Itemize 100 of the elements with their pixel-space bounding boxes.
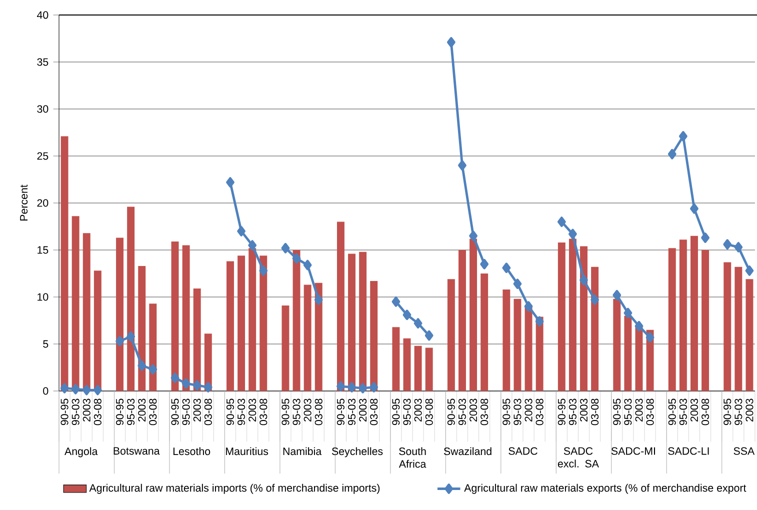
x-tick-label: 2003	[359, 398, 367, 422]
y-tick-label: 40	[36, 11, 48, 19]
x-tick-label: 2003	[248, 398, 256, 422]
text: Swaziland	[444, 447, 492, 456]
point	[314, 294, 323, 306]
y-tick-label: 0	[43, 387, 48, 395]
y-tick-label: 5	[43, 340, 48, 348]
x-tick-label: 90-95	[226, 398, 234, 426]
x-tick-label: 2003	[82, 398, 90, 422]
point	[634, 320, 644, 332]
bar	[458, 250, 466, 391]
x-tick-label: 2003	[635, 398, 643, 422]
text: Angola	[64, 447, 98, 458]
bar	[193, 288, 201, 391]
x-tick-label: 90-95	[613, 398, 621, 426]
bar	[60, 136, 68, 391]
bar	[336, 222, 344, 391]
point	[690, 203, 698, 214]
point	[93, 384, 102, 396]
bar	[624, 316, 632, 391]
text: SADC excl. SA	[558, 447, 599, 468]
y-tick-label: 10	[38, 293, 48, 301]
bar	[502, 289, 510, 391]
bar	[613, 298, 621, 391]
x-tick-label: 90-95	[668, 398, 676, 426]
bar	[127, 206, 135, 391]
x-tick-label: 90-95	[447, 398, 455, 426]
x-tick-label: 95-03	[568, 398, 576, 426]
point	[60, 382, 69, 394]
x-tick-label: 03-08	[646, 398, 654, 426]
x-tick-label: 03-08	[204, 398, 212, 426]
text: Lesotho	[173, 447, 210, 456]
bar	[679, 240, 687, 391]
x-tick-label: 95-03	[182, 398, 190, 426]
x-tick-label: 03-08	[149, 398, 157, 426]
bar	[580, 246, 588, 391]
bar	[370, 281, 378, 391]
y-tick-label: 35	[37, 58, 48, 66]
x-tick-label: 95-03	[403, 398, 411, 426]
x-tick-label: 95-03	[72, 398, 80, 426]
bar	[470, 238, 478, 391]
point	[126, 331, 136, 342]
point	[458, 160, 466, 171]
bar	[524, 306, 532, 391]
point	[624, 308, 632, 318]
point	[701, 232, 710, 243]
x-tick-label: 03-08	[370, 398, 378, 426]
text: SSA	[734, 447, 755, 455]
point	[734, 242, 743, 252]
point	[590, 294, 600, 306]
x-tick-label: 95-03	[734, 398, 742, 426]
point	[502, 262, 511, 274]
y-tick-label: 20	[37, 199, 48, 207]
x-tick-label: 90-95	[336, 398, 344, 426]
bar	[282, 305, 290, 391]
bar	[734, 266, 742, 391]
point	[292, 253, 301, 264]
x-tick-label: 2003	[193, 398, 201, 422]
point	[745, 265, 754, 276]
bar	[248, 248, 256, 391]
x-tick-label: 2003	[746, 398, 754, 422]
point	[424, 330, 434, 341]
bar	[94, 270, 102, 391]
point	[204, 382, 212, 392]
x-tick-label: 03-08	[425, 398, 433, 426]
bar	[414, 346, 422, 391]
bar	[348, 254, 356, 391]
y-tick-label: 15	[38, 246, 48, 254]
bar	[149, 304, 157, 391]
x-tick-label: 95-03	[238, 398, 246, 426]
point	[226, 177, 234, 188]
y-tick-label: 25	[37, 152, 48, 160]
x-tick-label: 95-03	[458, 398, 466, 426]
point	[668, 148, 676, 160]
point	[82, 384, 91, 396]
point	[402, 310, 412, 320]
bar	[447, 279, 455, 391]
text: Seychelles	[332, 447, 383, 458]
point	[612, 290, 622, 300]
x-tick-label: 90-95	[724, 398, 732, 426]
point	[237, 226, 246, 236]
bar	[72, 216, 80, 391]
legend-label: Agricultural raw materials exports (% of merchandise export	[464, 484, 746, 494]
bar	[425, 348, 433, 391]
y-tick-label: 30	[37, 105, 48, 113]
point	[414, 318, 422, 329]
point	[248, 240, 257, 250]
point	[392, 296, 400, 307]
point	[446, 37, 456, 48]
point	[358, 382, 368, 394]
point	[580, 274, 588, 286]
bar	[138, 266, 146, 391]
x-tick-label: 03-08	[314, 398, 322, 426]
bar	[292, 250, 300, 391]
point	[336, 381, 345, 392]
y-axis-title: Percent	[20, 184, 28, 220]
x-tick-label: 03-08	[94, 398, 102, 426]
bar	[182, 245, 190, 391]
point	[303, 260, 312, 270]
bar	[82, 233, 90, 391]
